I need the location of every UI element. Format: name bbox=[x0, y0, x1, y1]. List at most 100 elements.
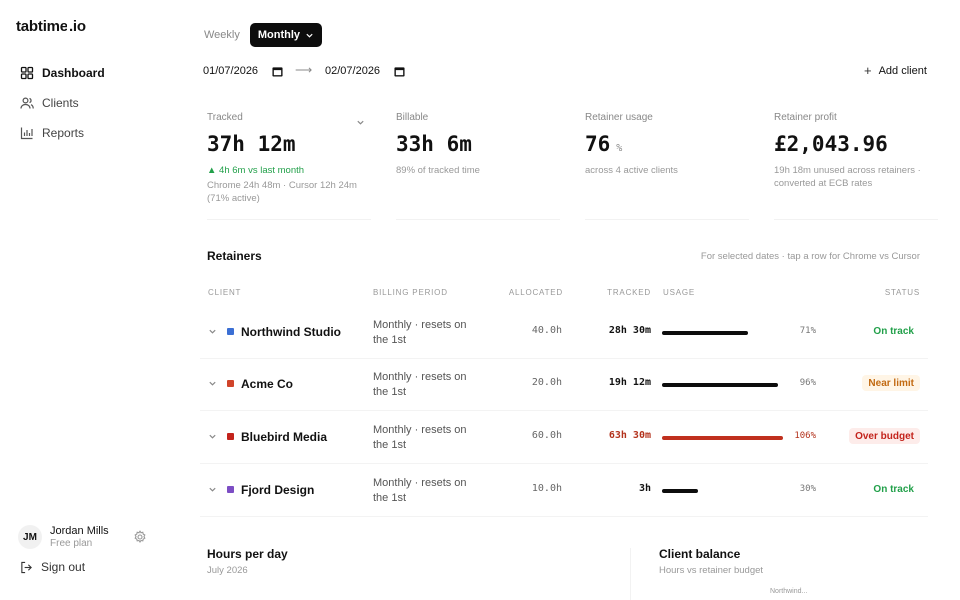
tab-monthly[interactable]: Monthly bbox=[249, 23, 323, 47]
client-balance-label: Northwind... bbox=[770, 588, 808, 595]
column-header-billing-period: BILLING PERIOD bbox=[373, 288, 448, 297]
billing-period: Monthly · resets on the 1st bbox=[373, 477, 467, 504]
logo-text-left: tabtime bbox=[16, 18, 68, 35]
date-to-value: 02/07/2026 bbox=[325, 65, 381, 77]
status-badge: On track bbox=[873, 483, 914, 495]
column-header-status: STATUS bbox=[884, 288, 920, 297]
allocated-hours: 20.0h bbox=[531, 377, 562, 388]
tab-monthly-label: Monthly bbox=[257, 29, 301, 41]
client-color-swatch bbox=[227, 486, 234, 493]
status-badge: On track bbox=[873, 325, 914, 337]
billing-period: Monthly · resets on the 1st bbox=[373, 424, 467, 451]
usage-percent: 106% bbox=[794, 431, 816, 441]
stat-label: Tracked bbox=[207, 112, 243, 123]
user-profile[interactable]: JM Jordan Mills Free plan bbox=[18, 522, 148, 552]
usage-percent: 71% bbox=[799, 326, 816, 336]
chevron-down-icon[interactable] bbox=[208, 327, 217, 336]
stat-sub: 89% of tracked time bbox=[396, 165, 480, 176]
stat-unit: % bbox=[616, 143, 623, 154]
usage-bar-fill bbox=[662, 383, 778, 387]
status-badge: Near limit bbox=[862, 375, 920, 391]
stat-value-wrap: 76% bbox=[585, 132, 749, 156]
stat-sub: 19h 18m unused across retainers · conver… bbox=[774, 165, 921, 189]
tracked-hours: 63h 30m bbox=[608, 430, 651, 441]
app-logo[interactable]: tabtime.io bbox=[16, 18, 86, 35]
date-from-value: 01/07/2026 bbox=[203, 65, 259, 77]
sidebar-item-dashboard[interactable]: Dashboard bbox=[12, 58, 172, 88]
tab-weekly[interactable]: Weekly bbox=[196, 23, 248, 47]
client-name: Acme Co bbox=[241, 377, 294, 391]
sidebar-nav: Dashboard Clients Reports bbox=[12, 58, 172, 148]
add-client-label: Add client bbox=[878, 64, 927, 77]
sign-out-label: Sign out bbox=[41, 560, 86, 574]
chevron-down-icon[interactable] bbox=[356, 118, 365, 127]
allocated-hours: 10.0h bbox=[531, 483, 562, 494]
sidebar-item-reports[interactable]: Reports bbox=[12, 118, 172, 148]
client-color-swatch bbox=[227, 380, 234, 387]
tracked-hours: 28h 30m bbox=[608, 325, 651, 336]
panel-divider bbox=[630, 548, 631, 600]
chevron-down-icon[interactable] bbox=[208, 379, 217, 388]
logo-dot bbox=[66, 21, 70, 32]
chevron-down-icon[interactable] bbox=[208, 432, 217, 441]
client-color-swatch bbox=[227, 433, 234, 440]
calendar-icon[interactable] bbox=[394, 66, 405, 77]
column-header-usage: USAGE bbox=[663, 288, 696, 297]
sidebar-item-label: Reports bbox=[42, 126, 85, 140]
table-row[interactable]: Fjord Design Monthly · resets on the 1st 1… bbox=[200, 465, 928, 517]
users-icon bbox=[20, 97, 34, 109]
sidebar-item-label: Clients bbox=[42, 96, 79, 110]
gear-icon[interactable] bbox=[133, 530, 147, 544]
retainers-title: Retainers bbox=[207, 249, 262, 263]
stat-sub: across 4 active clients bbox=[585, 165, 678, 176]
usage-bar bbox=[662, 383, 783, 387]
stat-card-billable: Billable 33h 6m 89% of tracked time bbox=[396, 112, 560, 220]
usage-bar bbox=[662, 489, 783, 493]
stat-card-retainer-usage: Retainer usage 76% across 4 active clien… bbox=[585, 112, 749, 220]
date-from-input[interactable]: 01/07/2026 bbox=[203, 63, 283, 79]
period-toggle: Weekly Monthly bbox=[196, 23, 323, 47]
table-row[interactable]: Northwind Studio Monthly · resets on the … bbox=[200, 307, 928, 359]
retainers-hint: For selected dates · tap a row for Chrom… bbox=[700, 251, 920, 262]
tracked-hours: 19h 12m bbox=[608, 377, 651, 388]
usage-bar-fill bbox=[662, 489, 698, 493]
stat-card-retainer-profit: Retainer profit £2,043.96 19h 18m unused… bbox=[774, 112, 938, 220]
chevron-down-icon bbox=[306, 33, 313, 38]
calendar-icon[interactable] bbox=[272, 66, 283, 77]
client-balance-title: Client balance bbox=[659, 547, 741, 561]
sidebar-item-clients[interactable]: Clients bbox=[12, 88, 172, 118]
stat-label: Billable bbox=[396, 112, 429, 123]
table-row[interactable]: Acme Co Monthly · resets on the 1st 20.0h 1… bbox=[200, 359, 928, 411]
user-name: Jordan Mills bbox=[50, 525, 109, 537]
chevron-down-icon[interactable] bbox=[208, 485, 217, 494]
stat-card-tracked[interactable]: Tracked 37h 12m ▲ 4h 6m vs last month Ch… bbox=[207, 112, 371, 220]
usage-bar-fill bbox=[662, 436, 783, 440]
logo-text-right: io bbox=[72, 18, 86, 35]
client-balance-subtitle: Hours vs retainer budget bbox=[659, 565, 764, 576]
add-client-button[interactable]: + Add client bbox=[864, 63, 927, 78]
avatar: JM bbox=[18, 525, 42, 549]
date-to-input[interactable]: 02/07/2026 bbox=[325, 63, 405, 79]
sign-out-button[interactable]: Sign out bbox=[20, 560, 85, 574]
stat-sub: Chrome 24h 48m · Cursor 12h 24m (71% act… bbox=[207, 180, 357, 204]
usage-percent: 30% bbox=[799, 484, 816, 494]
stat-value: 33h 6m bbox=[396, 132, 472, 156]
tracked-hours: 3h bbox=[638, 483, 651, 494]
stat-value: 76 bbox=[585, 132, 611, 156]
plus-icon: + bbox=[864, 63, 872, 78]
tab-weekly-label: Weekly bbox=[204, 29, 240, 41]
column-header-client: CLIENT bbox=[208, 288, 242, 297]
date-range-arrow: ⟶ bbox=[295, 63, 313, 77]
sign-out-icon bbox=[21, 561, 32, 573]
sidebar: tabtime.io Dashboard Clients Reports JM … bbox=[0, 0, 180, 600]
client-name: Bluebird Media bbox=[241, 430, 328, 444]
stat-label: Retainer profit bbox=[774, 112, 837, 123]
billing-period: Monthly · resets on the 1st bbox=[373, 371, 467, 398]
sidebar-item-label: Dashboard bbox=[42, 66, 105, 80]
table-row[interactable]: Bluebird Media Monthly · resets on the 1s… bbox=[200, 412, 928, 464]
column-header-allocated: ALLOCATED bbox=[508, 288, 563, 297]
stat-value: 37h 12m bbox=[207, 132, 296, 156]
client-color-swatch bbox=[227, 328, 234, 335]
bar-chart-icon bbox=[20, 127, 33, 140]
status-badge: Over budget bbox=[849, 428, 920, 444]
